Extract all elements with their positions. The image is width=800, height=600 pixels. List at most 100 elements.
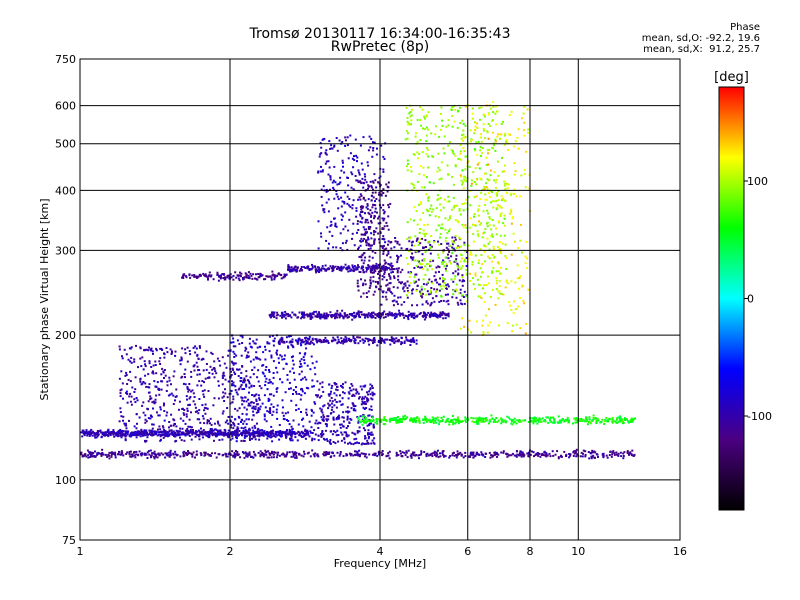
echo-point [240, 272, 243, 275]
echo-point [380, 194, 383, 197]
echo-point [484, 452, 487, 455]
echo-point [557, 415, 560, 418]
echo-point [244, 396, 247, 399]
echo-point [222, 371, 225, 374]
echo-point [257, 407, 260, 410]
echo-point [451, 419, 454, 422]
echo-point [430, 314, 433, 317]
echo-point [391, 271, 394, 273]
echo-point [323, 137, 326, 140]
echo-point [531, 417, 534, 420]
echo-point [410, 313, 413, 316]
echo-point [290, 437, 293, 440]
echo-point [257, 357, 260, 360]
echo-point [311, 266, 314, 269]
echo-point [367, 340, 370, 343]
echo-point [245, 452, 248, 455]
echo-point [186, 428, 189, 430]
echo-point [268, 452, 271, 455]
echo-point [107, 453, 110, 456]
echo-point [292, 345, 294, 348]
echo-point [621, 418, 624, 421]
echo-point [139, 435, 142, 438]
echo-point [341, 200, 344, 203]
echo-point [146, 451, 149, 454]
echo-point [125, 374, 128, 376]
echo-point [261, 274, 264, 277]
echo-point [193, 396, 196, 398]
echo-point [447, 299, 450, 302]
echo-point [355, 450, 358, 453]
echo-point [501, 418, 504, 421]
echo-point [175, 429, 178, 432]
echo-point [413, 341, 416, 344]
echo-point [352, 199, 355, 202]
echo-point [345, 427, 348, 429]
echo-point [125, 453, 128, 455]
echo-point [390, 266, 393, 269]
echo-point [164, 456, 167, 459]
echo-point [488, 257, 491, 260]
echo-point [264, 368, 267, 371]
echo-point [224, 378, 227, 381]
echo-point [153, 433, 156, 436]
echo-point [612, 450, 615, 453]
echo-point [619, 415, 622, 418]
echo-point [513, 454, 516, 457]
echo-point [331, 269, 334, 272]
echo-point [201, 390, 204, 393]
echo-point [197, 412, 200, 415]
echo-point [339, 453, 342, 455]
echo-point [299, 360, 302, 363]
echo-point [569, 454, 572, 457]
echo-point [304, 267, 307, 269]
echo-point [329, 399, 332, 402]
echo-point [211, 372, 214, 375]
echo-point [304, 428, 307, 431]
echo-point [184, 383, 187, 386]
echo-point [272, 360, 275, 363]
echo-point [275, 317, 278, 320]
echo-point [433, 240, 436, 242]
echo-point [368, 255, 371, 258]
echo-point [412, 312, 415, 315]
echo-point [340, 205, 343, 208]
echo-point [261, 431, 264, 434]
echo-point [140, 429, 143, 432]
echo-point [456, 264, 459, 267]
echo-point [366, 400, 369, 403]
echo-point [488, 451, 491, 454]
echo-point [266, 456, 269, 459]
echo-point [416, 314, 419, 317]
echo-point [301, 388, 304, 391]
echo-point [463, 290, 466, 293]
echo-point [155, 347, 158, 350]
echo-point [327, 452, 330, 455]
chart-subtitle: RwPretec (8p) [330, 39, 430, 55]
echo-point [424, 293, 427, 296]
echo-point [224, 278, 227, 281]
echo-point [330, 220, 333, 223]
echo-point [351, 266, 354, 268]
echo-point [373, 141, 376, 144]
echo-point [182, 455, 185, 458]
echo-point [591, 451, 594, 454]
echo-point [340, 439, 343, 442]
echo-point [355, 266, 358, 269]
echo-point [152, 407, 154, 410]
echo-point [441, 313, 444, 316]
echo-point [373, 341, 376, 344]
echo-point [259, 455, 262, 458]
echo-point [289, 432, 292, 435]
echo-point [491, 271, 494, 274]
echo-point [364, 218, 367, 221]
echo-point [325, 438, 328, 441]
echo-point [371, 271, 374, 274]
echo-point [250, 432, 252, 435]
echo-point [388, 282, 391, 285]
echo-point [223, 400, 226, 402]
echo-point [275, 388, 278, 391]
echo-point [295, 432, 298, 435]
echo-point [493, 420, 495, 423]
echo-point [370, 186, 373, 189]
